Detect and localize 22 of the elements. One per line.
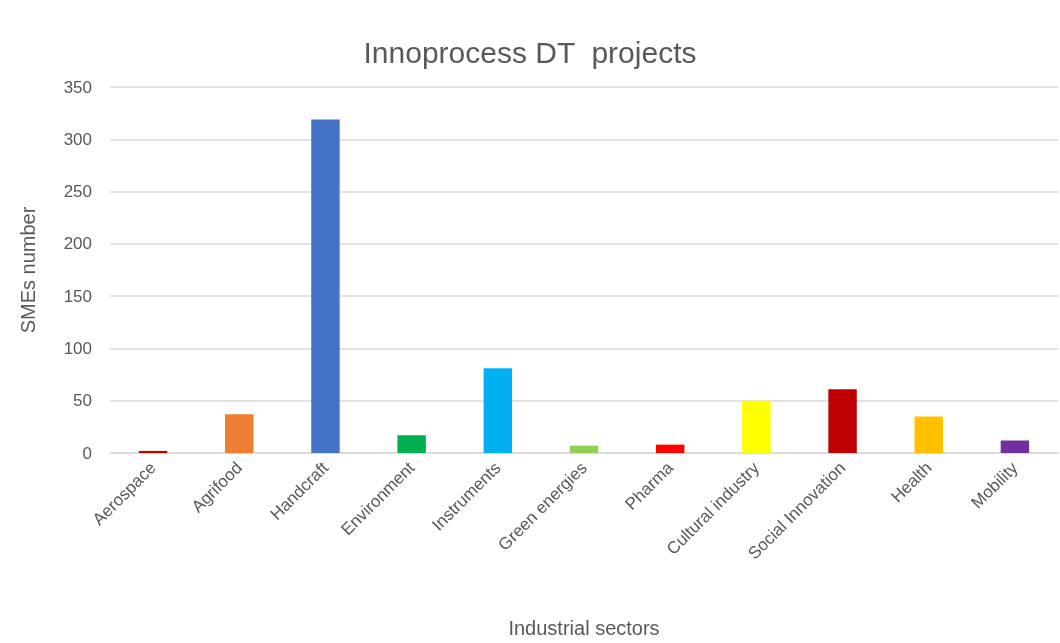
y-tick-label: 200: [63, 234, 92, 254]
bar: [397, 435, 426, 453]
y-tick-label: 150: [63, 286, 92, 306]
bar: [483, 368, 513, 453]
bar: [311, 119, 340, 453]
bar: [914, 416, 943, 453]
chart-title: Innoprocess DT projects: [363, 35, 697, 69]
y-axis-title: SMEs number: [17, 206, 39, 334]
y-tick-label: 350: [63, 77, 92, 97]
y-tick-label: 0: [82, 443, 92, 463]
bar: [655, 444, 685, 453]
bar: [1000, 440, 1030, 453]
y-tick-label: 100: [63, 338, 92, 358]
bar: [569, 445, 599, 453]
bar: [828, 389, 857, 453]
y-tick-label: 50: [73, 391, 92, 411]
bar: [742, 400, 771, 453]
x-axis-title: Industrial sectors: [508, 617, 660, 639]
y-tick-label: 250: [63, 182, 92, 202]
bar: [225, 414, 254, 453]
y-tick-label: 300: [63, 129, 92, 149]
bar: [138, 450, 168, 453]
